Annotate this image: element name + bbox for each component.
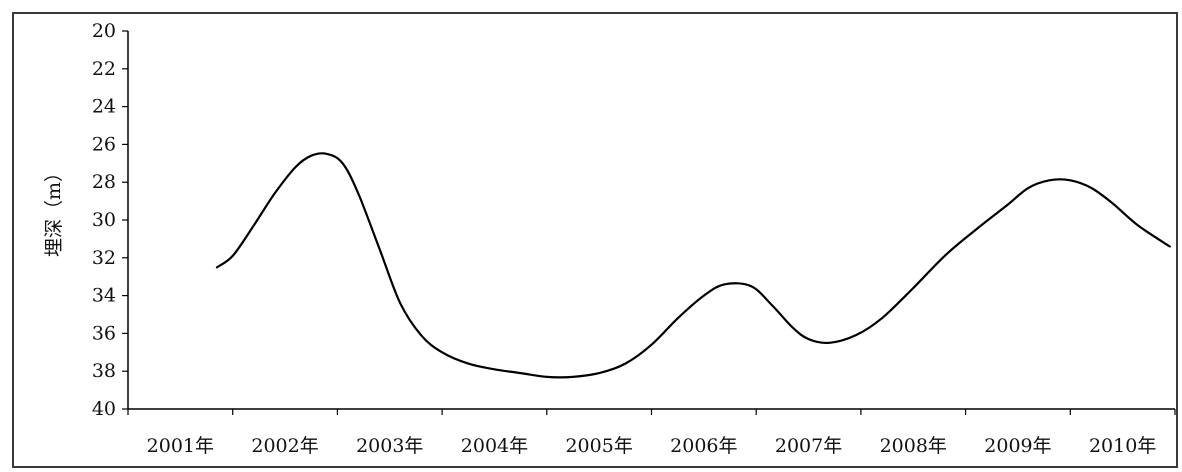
y-tick-label: 36	[92, 322, 116, 344]
x-tick-label: 2003年	[356, 435, 423, 457]
x-tick-label: 2009年	[984, 435, 1051, 457]
x-tick-label: 2007年	[775, 435, 842, 457]
y-tick-label: 40	[92, 398, 116, 420]
series-layer	[215, 152, 1171, 379]
x-tick-label: 2006年	[670, 435, 737, 457]
chart-frame	[12, 12, 1178, 468]
x-tick-label: 2005年	[565, 435, 632, 457]
y-tick-label: 26	[92, 133, 116, 155]
x-tick-label: 2008年	[880, 435, 947, 457]
y-tick-label: 32	[92, 247, 116, 269]
y-tick-label: 34	[92, 285, 116, 307]
x-tick-label: 2001年	[147, 435, 214, 457]
series-line	[215, 152, 1171, 379]
axes	[127, 31, 1175, 410]
y-tick-label: 30	[92, 209, 116, 231]
y-tick-label: 24	[92, 96, 116, 118]
y-axis-title: 埋深（m）	[43, 163, 65, 257]
y-tick-label: 22	[92, 58, 116, 80]
y-tick-label: 20	[92, 20, 116, 42]
y-tick-label: 28	[92, 171, 116, 193]
x-tick-label: 2010年	[1089, 435, 1156, 457]
x-axis-ticks: 2001年 2002年 2003年 2004年 2005年 2006年 2007年 2008年…	[127, 409, 1176, 457]
y-axis-ticks: 20 22 24 26 28 30 32 34 36 38 40	[92, 20, 128, 420]
x-tick-label: 2004年	[461, 435, 528, 457]
x-tick-label: 2002年	[251, 435, 318, 457]
y-tick-label: 38	[92, 360, 116, 382]
